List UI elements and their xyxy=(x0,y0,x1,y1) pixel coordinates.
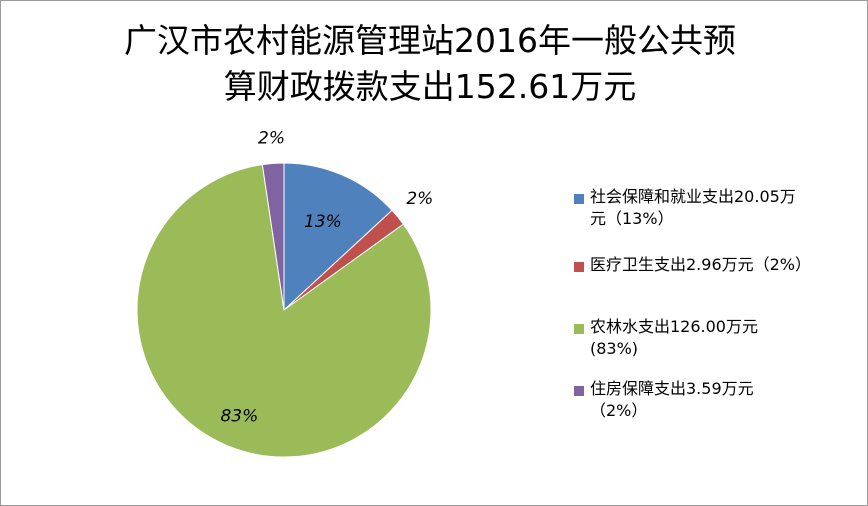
legend-swatch-medical xyxy=(574,262,584,272)
legend-label-agriculture-line2: (83%) xyxy=(590,339,639,358)
chart-title-line-2: 算财政拨款支出152.61万元 xyxy=(223,67,637,106)
chart-title-line-1: 广汉市农村能源管理站2016年一般公共预 xyxy=(124,21,736,60)
slice-label-housing: 2% xyxy=(258,128,285,148)
legend-item-housing: 住房保障支出3.59万元 （2%） xyxy=(574,378,860,422)
slice-label-medical: 2% xyxy=(406,189,433,209)
legend-swatch-agriculture xyxy=(574,324,584,334)
slice-label-social-security: 13% xyxy=(304,212,342,232)
legend-label-medical-line1: 医疗卫生支出2.96万元（2%） xyxy=(590,255,812,274)
legend-label-social-security-line2: 元（13%） xyxy=(590,209,674,228)
legend-item-social-security: 社会保障和就业支出20.05万 元（13%） xyxy=(574,186,860,230)
legend-swatch-housing xyxy=(574,386,584,396)
legend-label-housing-line2: （2%） xyxy=(590,401,648,420)
legend-label-housing-line1: 住房保障支出3.59万元 xyxy=(590,379,754,398)
legend-label-agriculture-line1: 农林水支出126.00万元 xyxy=(590,317,758,336)
pie-slice-agriculture xyxy=(136,164,432,458)
slice-label-agriculture: 83% xyxy=(220,407,258,427)
legend-item-medical: 医疗卫生支出2.96万元（2%） xyxy=(574,254,860,276)
chart-title: 广汉市农村能源管理站2016年一般公共预 算财政拨款支出152.61万元 xyxy=(60,18,800,110)
pie-slice-housing xyxy=(261,162,285,311)
pie-slice-social-security xyxy=(283,162,393,312)
legend-swatch-social-security xyxy=(574,194,584,204)
legend-label-social-security-line1: 社会保障和就业支出20.05万 xyxy=(590,187,796,206)
legend-item-agriculture: 农林水支出126.00万元 (83%) xyxy=(574,316,860,360)
